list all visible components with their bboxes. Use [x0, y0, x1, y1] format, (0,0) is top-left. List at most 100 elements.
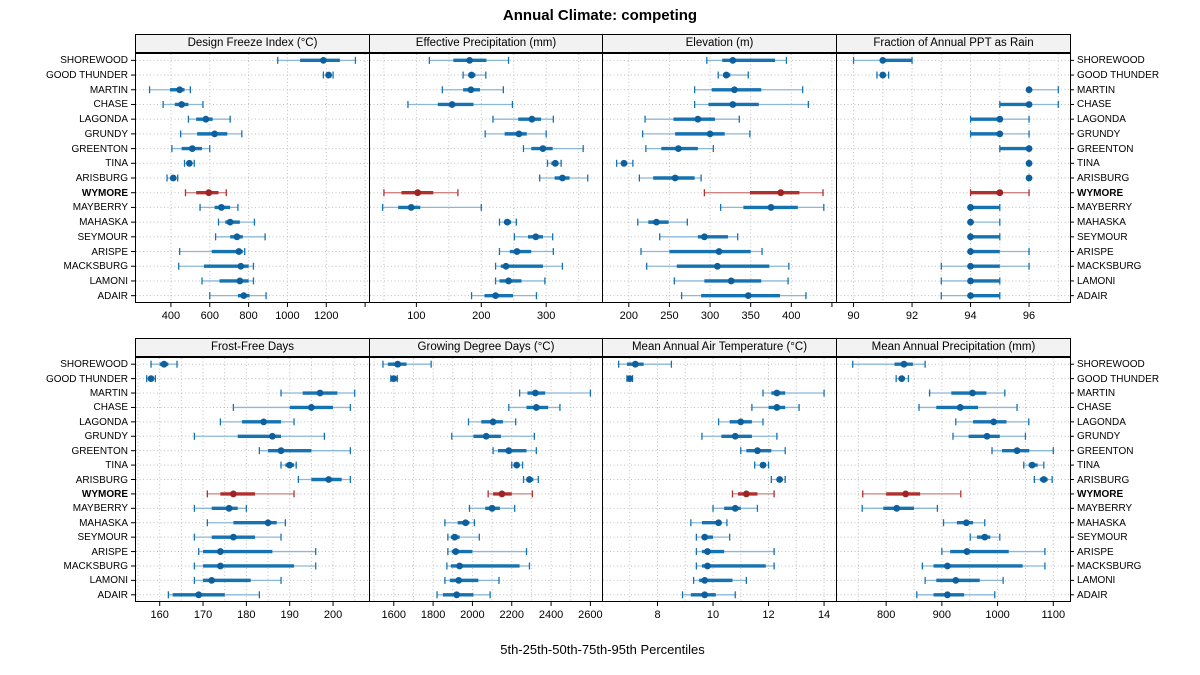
station-label-right: ARISBURG	[1077, 474, 1130, 486]
axis-tick-label: 14	[818, 609, 830, 621]
station-label-left: WYMORE	[81, 187, 128, 199]
panel-plot: 200 250 300 350 400	[602, 53, 837, 322]
station-label-left: GOOD THUNDER	[45, 70, 128, 82]
panel-title: Design Freeze Index (°C)	[187, 37, 318, 49]
station-label-right: MAHASKA	[1077, 217, 1126, 229]
station-label-right: GREENTON	[1077, 445, 1134, 457]
axis-tick-label: 190	[281, 609, 299, 621]
panel-strip: Elevation (m)	[602, 34, 837, 53]
axis-tick-label: 200	[620, 310, 638, 322]
station-label-left: SEYMOUR	[77, 231, 128, 243]
station-label-left: MAHASKA	[79, 517, 128, 529]
station-label-right: WYMORE	[1077, 488, 1124, 500]
station-label-left: ARISBURG	[75, 173, 128, 184]
station-label-left: WYMORE	[81, 488, 128, 500]
station-label-right: MAYBERRY	[1077, 503, 1133, 515]
axis-tick-label: 92	[906, 310, 918, 322]
axis-tick-label: 400	[162, 310, 180, 322]
station-label-left: ARISBURG	[75, 474, 128, 486]
station-label-left: GOOD THUNDER	[45, 373, 128, 385]
station-label-left: MARTIN	[89, 84, 128, 96]
station-label-right: TINA	[1077, 460, 1100, 472]
station-label-right: GOOD THUNDER	[1077, 373, 1160, 385]
station-label-left: CHASE	[93, 402, 128, 414]
station-label-right: MARTIN	[1077, 84, 1116, 96]
panel-strip: Design Freeze Index (°C)	[135, 34, 370, 53]
axis-tick-label: 1600	[382, 609, 406, 621]
station-label-right: LAGONDA	[1077, 114, 1126, 126]
station-label-left: LAGONDA	[79, 114, 128, 126]
station-label-right: ADAIR	[1077, 290, 1108, 302]
panel-plot: 100 200 300	[369, 53, 603, 322]
panel-title: Mean Annual Precipitation (mm)	[871, 341, 1036, 353]
axis-tick-label: 1000	[275, 310, 299, 322]
station-label-right: GRUNDY	[1077, 128, 1121, 140]
station-label-left: SEYMOUR	[77, 532, 128, 544]
panel-title: Elevation (m)	[685, 37, 754, 49]
station-label-right: SHOREWOOD	[1077, 359, 1145, 371]
axis-tick-label: 400	[782, 310, 800, 322]
panel-strip: Mean Annual Precipitation (mm)	[836, 338, 1071, 357]
axis-tick-label: 800	[877, 609, 895, 621]
x-axis-label: 5th-25th-50th-75th-95th Percentiles	[500, 642, 705, 657]
axis-tick-label: 94	[964, 310, 976, 322]
page-title: Annual Climate: competing	[502, 7, 698, 24]
axis-tick-label: 250	[660, 310, 678, 322]
station-label-left: LAGONDA	[79, 416, 128, 428]
axis-tick-label: 1100	[1041, 609, 1065, 621]
axis-tick-label: 300	[537, 310, 555, 322]
panel-strip: Fraction of Annual PPT as Rain	[836, 34, 1071, 53]
station-label-left: GRUNDY	[84, 431, 128, 443]
panel-title: Frost-Free Days	[210, 341, 295, 353]
station-label-right: SEYMOUR	[1077, 231, 1128, 243]
station-label-left: MAYBERRY	[72, 503, 128, 515]
panel-strip: Growing Degree Days (°C)	[369, 338, 603, 357]
station-label-left: TINA	[105, 158, 128, 170]
station-label-left: GRUNDY	[84, 128, 128, 140]
station-label-left: ARISPE	[91, 546, 128, 558]
station-label-left: MACKSBURG	[63, 560, 128, 572]
axis-tick-label: 10	[707, 609, 719, 621]
axis-tick-label: 350	[742, 310, 760, 322]
panel-title: Mean Annual Air Temperature (°C)	[631, 341, 808, 353]
station-label-right: TINA	[1077, 158, 1100, 170]
panel-title: Effective Precipitation (mm)	[415, 37, 557, 49]
axis-tick-label: 160	[151, 609, 169, 621]
axis-tick-label: 900	[933, 609, 951, 621]
axis-tick-label: 1800	[421, 609, 445, 621]
station-label-right: LAMONI	[1077, 575, 1116, 587]
station-label-left: LAMONI	[89, 275, 128, 287]
station-label-right: SEYMOUR	[1077, 532, 1128, 544]
station-label-left: GREENTON	[71, 143, 129, 155]
station-label-left: MAYBERRY	[72, 202, 128, 214]
axis-tick-label: 100	[407, 310, 425, 322]
station-label-left: SHOREWOOD	[60, 359, 128, 371]
station-label-right: CHASE	[1077, 402, 1112, 414]
axis-tick-label: 2200	[500, 609, 524, 621]
station-label-right: GRUNDY	[1077, 431, 1121, 443]
station-label-right: MAYBERRY	[1077, 202, 1133, 214]
axis-tick-label: 200	[324, 609, 342, 621]
axis-tick-label: 800	[239, 310, 257, 322]
axis-tick-label: 90	[847, 310, 859, 322]
station-label-left: ADAIR	[97, 589, 128, 601]
panel-strip: Mean Annual Air Temperature (°C)	[602, 338, 837, 357]
axis-tick-label: 600	[201, 310, 219, 322]
station-label-right: MAHASKA	[1077, 517, 1126, 529]
station-label-right: ARISPE	[1077, 246, 1114, 258]
station-label-right: LAMONI	[1077, 275, 1116, 287]
panel-strip: Effective Precipitation (mm)	[369, 34, 603, 53]
station-label-right: ARISPE	[1077, 546, 1114, 558]
panel-title: Growing Degree Days (°C)	[417, 341, 555, 353]
station-label-right: GOOD THUNDER	[1077, 70, 1160, 82]
axis-tick-label: 2400	[539, 609, 563, 621]
panel-plot: 800 900 1000 1100	[836, 357, 1074, 621]
panel-plot: 400 600 800 1000 1200	[131, 53, 370, 322]
station-label-left: ADAIR	[97, 290, 128, 302]
axis-tick-label: 1000	[985, 609, 1009, 621]
axis-tick-label: 300	[701, 310, 719, 322]
station-label-right: CHASE	[1077, 99, 1112, 111]
station-label-left: MACKSBURG	[63, 261, 128, 273]
panel-strip: Frost-Free Days	[135, 338, 370, 357]
